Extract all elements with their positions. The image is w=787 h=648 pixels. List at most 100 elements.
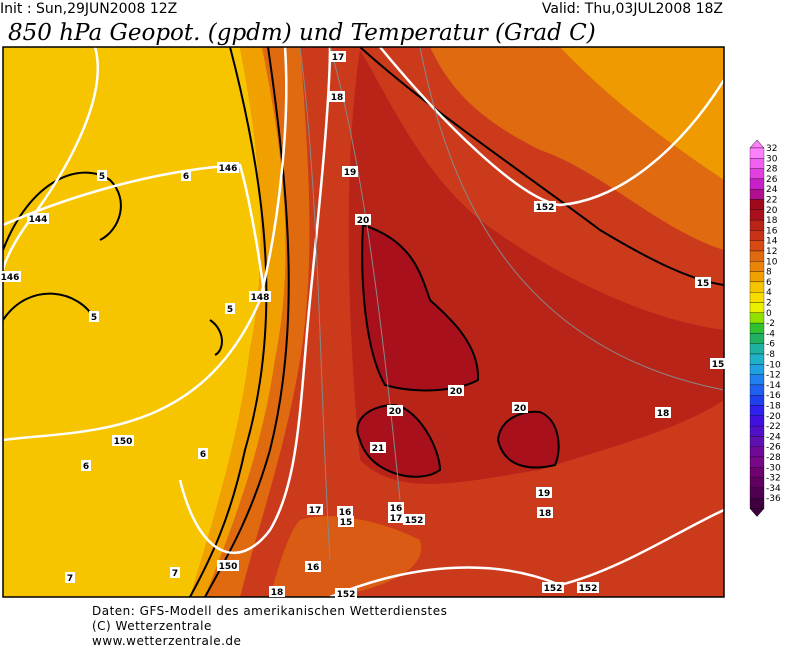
- colorbar-label: 8: [766, 268, 772, 278]
- map: [2, 46, 725, 598]
- colorbar-swatch: [749, 333, 765, 344]
- footer: Daten: GFS-Modell des amerikanischen Wet…: [92, 604, 447, 648]
- label-box: [695, 277, 711, 288]
- label-box: [65, 572, 75, 583]
- colorbar-label: -34: [766, 484, 781, 494]
- colorbar-swatch: [749, 446, 765, 458]
- colorbar-label: -16: [766, 391, 781, 401]
- colorbar-label: 18: [766, 216, 778, 226]
- contour-label: 146: [1, 273, 20, 283]
- colorbar-swatch: [749, 487, 765, 499]
- isotherm: [189, 47, 268, 597]
- colorbar-label: 4: [766, 288, 772, 298]
- label-box: [198, 448, 208, 459]
- label-box: [335, 588, 357, 599]
- label-box: [536, 487, 552, 498]
- core-21: [356, 403, 442, 478]
- contour-label: 15: [712, 360, 725, 370]
- label-box: [355, 214, 371, 225]
- isohypse: [178, 47, 332, 555]
- label-box: [81, 460, 91, 471]
- contour-label: 21: [372, 444, 385, 454]
- orange-band: [190, 47, 286, 597]
- colorbar-swatch: [749, 312, 765, 324]
- colorbar-label: -8: [766, 350, 775, 360]
- label-box: [217, 560, 239, 571]
- colorbar-swatch: [749, 343, 765, 355]
- colorbar-label: -14: [766, 381, 781, 391]
- contour-label: 17: [390, 514, 403, 524]
- colorbar-swatch: [749, 189, 765, 200]
- contour-label: 5: [91, 313, 97, 323]
- contour-label: 150: [114, 437, 133, 447]
- contour-label: 148: [251, 293, 270, 303]
- contour-label: 16: [307, 563, 320, 573]
- colorbar-label: -32: [766, 474, 781, 484]
- colorbar-label: 0: [766, 309, 772, 319]
- contour-label: 6: [200, 450, 206, 460]
- label-box: [448, 385, 464, 396]
- label-box: [388, 502, 404, 513]
- label-box: [329, 91, 345, 102]
- colorbar-swatch: [749, 456, 765, 468]
- contour-label: 20: [389, 407, 402, 417]
- colorbar-swatch: [749, 230, 765, 241]
- colorbar-swatch: [749, 281, 765, 293]
- colorbar-label: -6: [766, 340, 775, 350]
- colorbar-label: 26: [766, 175, 778, 185]
- label-box: [97, 170, 107, 181]
- colorbar-swatch: [749, 271, 765, 283]
- contour-label: 152: [544, 584, 563, 594]
- colorbar-label: 16: [766, 226, 778, 236]
- core-20: [361, 223, 480, 392]
- contour-label: 20: [514, 404, 527, 414]
- label-box: [370, 442, 386, 453]
- colorbar-swatch: [749, 415, 765, 427]
- colorbar-tip: [749, 508, 765, 517]
- colorbar-label: 24: [766, 185, 778, 195]
- label-box: [112, 435, 134, 446]
- label-box: [542, 582, 564, 593]
- label-box: [330, 51, 346, 62]
- colorbar-swatch: [749, 147, 765, 159]
- contour-label: 152: [536, 203, 555, 213]
- colorbar-swatch: [749, 364, 765, 375]
- colorbar-swatch: [749, 158, 765, 169]
- colorbar-label: 22: [766, 196, 777, 206]
- label-box: [403, 514, 425, 525]
- colorbar-swatch: [749, 250, 765, 262]
- label-box: [388, 512, 404, 523]
- colorbar-swatch: [749, 498, 765, 509]
- footer-line: (C) Wetterzentrale: [92, 619, 212, 633]
- colorbar-swatch: [749, 168, 765, 180]
- colorbar-label: 6: [766, 278, 772, 288]
- colorbar-swatch: [749, 240, 765, 252]
- label-box: [342, 166, 358, 177]
- colorbar-swatch: [749, 425, 765, 437]
- colorbar-swatch: [749, 261, 765, 272]
- colorbar-label: 10: [766, 257, 778, 267]
- label-box: [337, 506, 353, 517]
- colorbar-swatch: [749, 395, 765, 406]
- contour-label: 15: [340, 518, 353, 528]
- colorbar-label: -18: [766, 402, 781, 412]
- contour-label: 16: [339, 508, 352, 518]
- footer-line: Daten: GFS-Modell des amerikanischen Wet…: [92, 604, 447, 618]
- contour-label: 146: [219, 164, 238, 174]
- colorbar-label: -12: [766, 371, 781, 381]
- contour-label: 20: [450, 387, 463, 397]
- contour-label: 5: [99, 172, 105, 182]
- colorbar-label: -24: [766, 432, 781, 442]
- contour-label: 17: [332, 53, 345, 63]
- label-box: [307, 504, 323, 515]
- contour-label: 7: [172, 569, 178, 579]
- colorbar-label: 32: [766, 144, 777, 154]
- label-box: [710, 358, 726, 369]
- contour-label: 150: [219, 562, 238, 572]
- contour-label: 19: [538, 489, 551, 499]
- contour-label: 19: [344, 168, 357, 178]
- contour-label: 152: [337, 590, 356, 600]
- colorbar-swatch: [749, 209, 765, 221]
- label-box: [338, 516, 354, 527]
